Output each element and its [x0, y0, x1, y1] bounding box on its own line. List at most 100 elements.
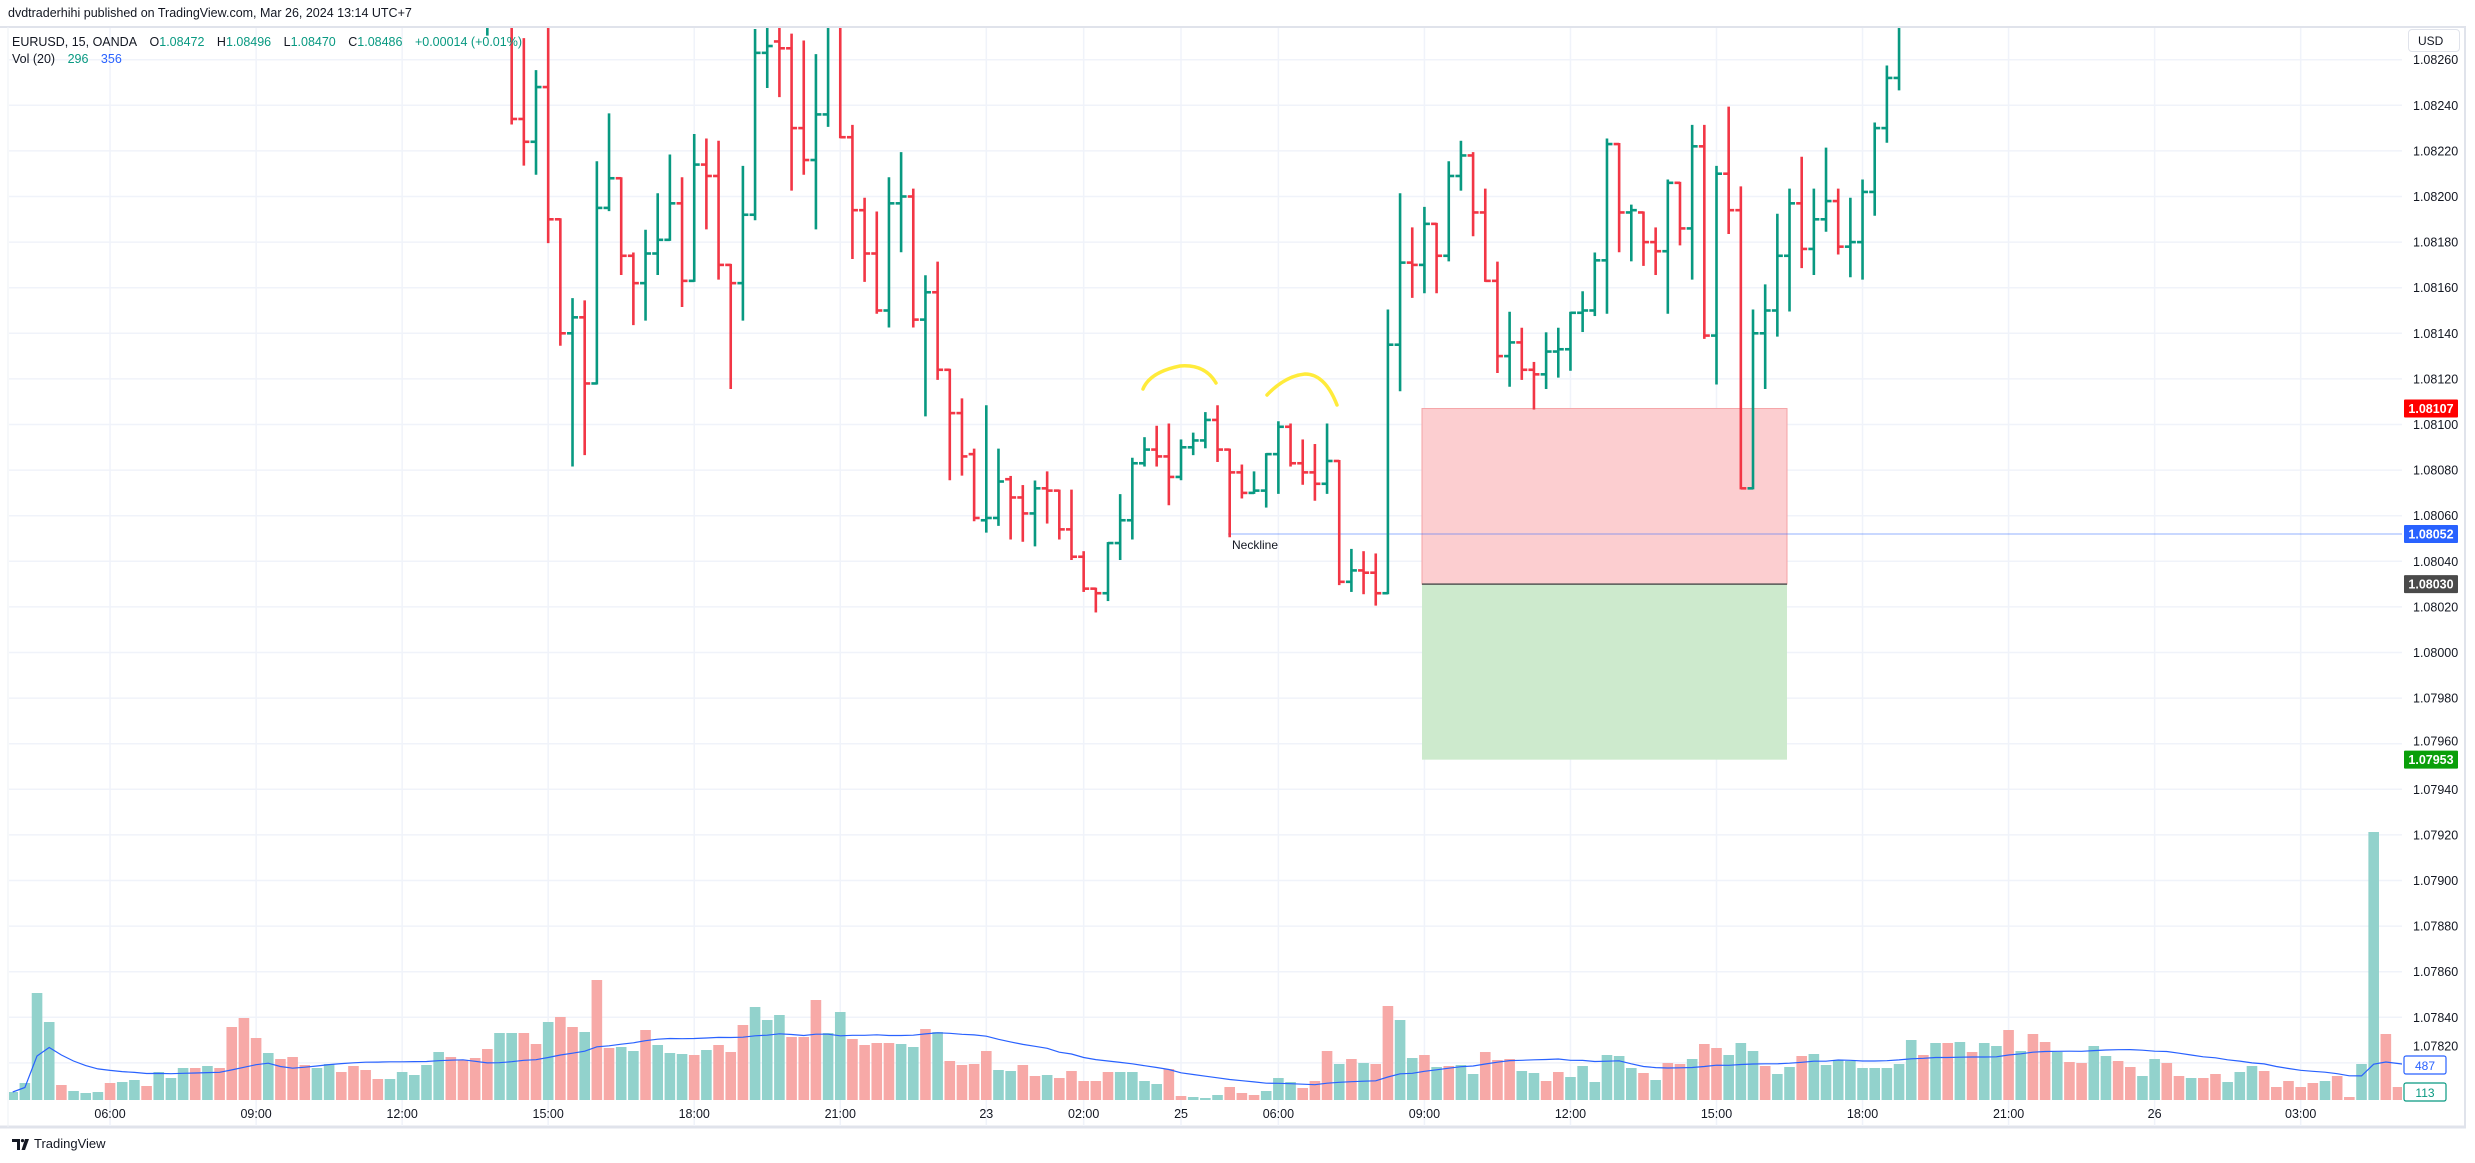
ohlc-bar	[1637, 211, 1649, 266]
volume-bar	[1346, 1059, 1357, 1100]
volume-bar	[1078, 1081, 1089, 1100]
volume-bar	[92, 1092, 104, 1100]
volume-bar	[1711, 1048, 1722, 1100]
ohlc-bar	[1771, 213, 1783, 337]
ohlc-bar	[1844, 197, 1856, 278]
volume-bar	[628, 1051, 639, 1100]
volume-bar	[299, 1065, 311, 1100]
volume-bar	[871, 1043, 883, 1100]
ohlc-bar	[1832, 188, 1844, 255]
ohlc-bar	[1260, 452, 1272, 508]
volume-bar	[2392, 1087, 2402, 1100]
price-tick-label: 1.07820	[2413, 1040, 2458, 1054]
volume-bar	[1029, 1076, 1041, 1100]
ohlc-bar	[1321, 423, 1333, 494]
price-tick-label: 1.08120	[2413, 372, 2458, 386]
ohlc-bar	[1747, 309, 1759, 490]
volume-bar	[31, 993, 43, 1100]
volume-bar	[202, 1066, 213, 1100]
volume-bar	[2307, 1083, 2319, 1100]
volume-bar	[116, 1082, 128, 1100]
volume-bar	[859, 1045, 870, 1100]
volume-bar	[1686, 1059, 1698, 1100]
volume-bar	[1017, 1065, 1029, 1100]
volume-bar	[1492, 1060, 1503, 1100]
publisher-line: dvdtraderhihi published on TradingView.c…	[8, 6, 412, 20]
volume-bar	[2246, 1066, 2258, 1100]
volume-bar	[883, 1043, 895, 1100]
price-tick-label: 1.07880	[2413, 920, 2458, 934]
ohlc-bar	[786, 33, 798, 191]
volume-bar	[396, 1072, 408, 1100]
time-tick-label: 18:00	[679, 1107, 710, 1121]
ohlc-bar	[1491, 261, 1503, 374]
volume-bar	[981, 1051, 992, 1100]
volume-bar	[104, 1083, 116, 1100]
chart-frame	[0, 26, 2466, 1129]
price-tick-label: 1.08040	[2413, 555, 2458, 569]
ohlc-bar	[494, 0, 505, 4]
volume-bar	[1516, 1071, 1528, 1100]
volume-bar	[676, 1054, 688, 1100]
price-axis[interactable]: 1.08260 1.08240 1.08220 1.08200 1.08180 1.081…	[2413, 53, 2458, 1053]
volume-bar	[2015, 1051, 2027, 1100]
volume-bar	[1419, 1055, 1430, 1100]
take-profit-zone[interactable]	[1422, 584, 1787, 760]
ohlc-bar	[1029, 480, 1041, 547]
ohlc-bar	[1711, 165, 1722, 385]
ohlc-bar	[530, 70, 542, 175]
symbol-legend-row[interactable]: EURUSD, 15, OANDA O1.08472 H1.08496 L1.0…	[12, 34, 522, 51]
volume-indicator-label[interactable]: Vol (20)	[12, 52, 56, 66]
ohlc-bar	[1370, 553, 1382, 606]
volume-bar	[1699, 1044, 1710, 1100]
double-top-drawing[interactable]	[1141, 364, 1339, 407]
stop-loss-zone[interactable]	[1421, 408, 1788, 585]
volume-bar	[1151, 1084, 1162, 1100]
short-position-tool[interactable]	[1421, 408, 1788, 760]
time-tick-label: 21:00	[1993, 1107, 2024, 1121]
time-tick-label: 09:00	[240, 1107, 271, 1121]
volume-bar	[2076, 1063, 2087, 1100]
price-tick-label: 1.08060	[2413, 509, 2458, 523]
volume-bar	[920, 1029, 931, 1100]
ohlc-bar	[664, 154, 676, 242]
volume-bar	[1626, 1068, 1637, 1100]
volume-bar	[1443, 1066, 1455, 1100]
ohlc-bar	[773, 28, 785, 98]
volume-legend-row[interactable]: Vol (20) 296 356	[12, 51, 522, 68]
ohlc-bar	[1431, 222, 1443, 294]
symbol-label[interactable]: EURUSD, 15, OANDA	[12, 35, 138, 49]
volume-axis-labels: 487 113	[2403, 1055, 2447, 1102]
ohlc-bar	[810, 54, 822, 230]
ohlc-bar	[1090, 587, 1102, 613]
price-tick-label: 1.08240	[2413, 99, 2458, 113]
volume-bar	[1832, 1060, 1844, 1100]
ohlc-bar	[554, 218, 566, 346]
volume-bar	[494, 1033, 505, 1100]
ohlc-bar	[1272, 421, 1284, 494]
ohlc-bar	[883, 177, 895, 328]
ohlc-bar	[1333, 459, 1345, 586]
chart-legend[interactable]: EURUSD, 15, OANDA O1.08472 H1.08496 L1.0…	[12, 34, 522, 68]
low-label: L	[283, 35, 291, 49]
volume-ma-line	[12, 1032, 2402, 1093]
volume-bar	[1175, 1096, 1187, 1100]
ohlc-bar	[1698, 124, 1710, 339]
ohlc-bar	[542, 28, 554, 244]
currency-button[interactable]: USD	[2408, 29, 2460, 52]
volume-bar	[56, 1085, 67, 1100]
ohlc-bar	[1114, 494, 1126, 561]
time-axis[interactable]: 06:00 09:00 12:00 15:00 18:00 21:00 23 02:00 25 0…	[94, 1107, 2316, 1121]
volume-bar	[1845, 1061, 1856, 1100]
volume-bar	[9, 1092, 19, 1100]
volume-bar	[968, 1064, 980, 1100]
volume-bar	[335, 1072, 347, 1100]
time-tick-label: 15:00	[1701, 1107, 1732, 1121]
volume-ma-legend-value: 356	[100, 52, 122, 66]
time-tick-label: 09:00	[1409, 1107, 1440, 1121]
tradingview-logo-icon	[12, 1139, 29, 1150]
volume-bar	[1991, 1046, 2002, 1100]
ohlc-bar	[1005, 475, 1017, 540]
volume-bar	[1905, 1040, 1917, 1100]
